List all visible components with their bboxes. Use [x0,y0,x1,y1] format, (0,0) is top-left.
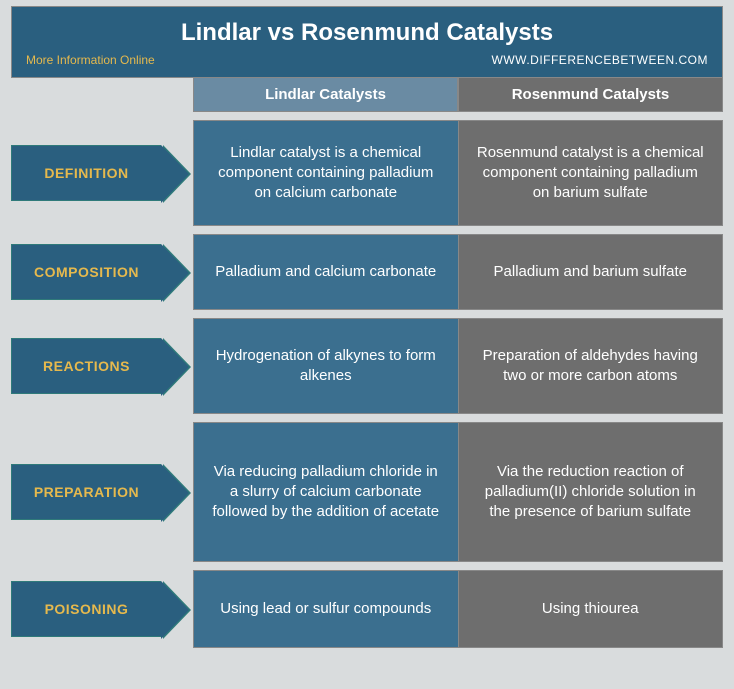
row-label-wrap: DEFINITION [11,120,193,226]
source-url: WWW.DIFFERENCEBETWEEN.COM [492,53,709,67]
row-label-arrow: DEFINITION [11,145,161,201]
page-title: Lindlar vs Rosenmund Catalysts [12,7,722,47]
table-row: POISONING Using lead or sulfur compounds… [11,570,723,648]
row-label-arrow: COMPOSITION [11,244,161,300]
cell-lindlar: Palladium and calcium carbonate [193,234,459,310]
row-label-wrap: COMPOSITION [11,234,193,310]
table-row: COMPOSITION Palladium and calcium carbon… [11,234,723,310]
table-row: PREPARATION Via reducing palladium chlor… [11,422,723,562]
row-label-arrow: REACTIONS [11,338,161,394]
row-label: POISONING [45,601,129,617]
row-label: DEFINITION [44,165,128,181]
comparison-infographic: Lindlar vs Rosenmund Catalysts More Info… [7,0,727,648]
cell-lindlar: Hydrogenation of alkynes to form alkenes [193,318,459,414]
cell-lindlar: Lindlar catalyst is a chemical component… [193,120,459,226]
cell-rosenmund: Using thiourea [459,570,724,648]
header: Lindlar vs Rosenmund Catalysts More Info… [11,6,723,78]
row-label: PREPARATION [34,484,139,500]
cell-rosenmund: Rosenmund catalyst is a chemical compone… [459,120,724,226]
cell-lindlar: Using lead or sulfur compounds [193,570,459,648]
header-subrow: More Information Online WWW.DIFFERENCEBE… [12,47,722,67]
cell-rosenmund: Palladium and barium sulfate [459,234,724,310]
column-headers: Lindlar Catalysts Rosenmund Catalysts [11,78,723,112]
cell-rosenmund: Via the reduction reaction of palladium(… [459,422,724,562]
table-row: REACTIONS Hydrogenation of alkynes to fo… [11,318,723,414]
cell-lindlar: Via reducing palladium chloride in a slu… [193,422,459,562]
row-label-arrow: POISONING [11,581,161,637]
more-info-label: More Information Online [26,53,155,67]
column-header-lindlar: Lindlar Catalysts [193,78,458,112]
row-label: REACTIONS [43,358,130,374]
cell-rosenmund: Preparation of aldehydes having two or m… [459,318,724,414]
table-row: DEFINITION Lindlar catalyst is a chemica… [11,120,723,226]
row-label: COMPOSITION [34,264,139,280]
column-header-spacer [11,78,193,112]
row-label-wrap: PREPARATION [11,422,193,562]
row-label-arrow: PREPARATION [11,464,161,520]
column-header-rosenmund: Rosenmund Catalysts [458,78,723,112]
row-label-wrap: REACTIONS [11,318,193,414]
row-label-wrap: POISONING [11,570,193,648]
